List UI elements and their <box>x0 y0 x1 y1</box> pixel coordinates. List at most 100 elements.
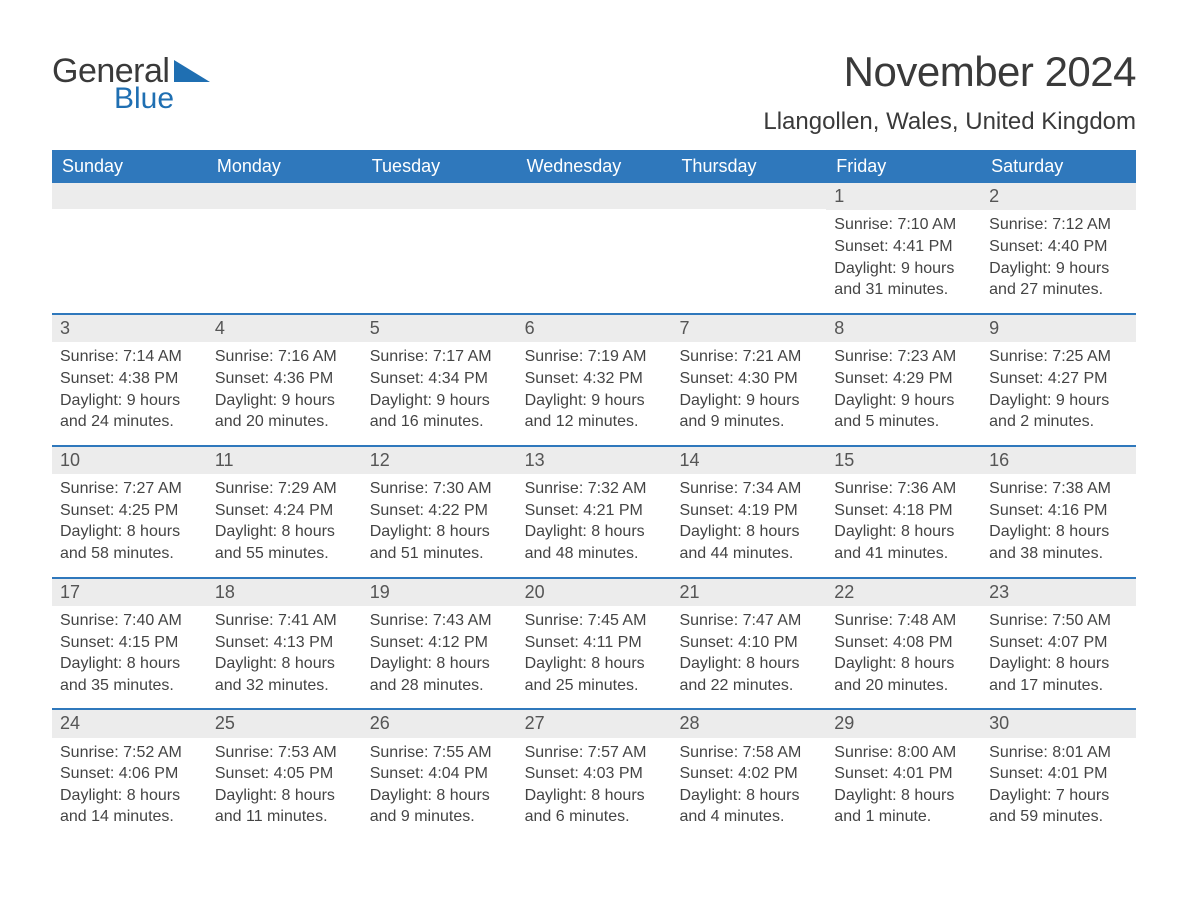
daylight-text-1: Daylight: 9 hours <box>679 390 818 412</box>
day-cell: 25Sunrise: 7:53 AMSunset: 4:05 PMDayligh… <box>207 710 362 840</box>
sunrise-text: Sunrise: 7:55 AM <box>370 742 509 764</box>
sunrise-text: Sunrise: 7:32 AM <box>525 478 664 500</box>
sunset-text: Sunset: 4:06 PM <box>60 763 199 785</box>
sunrise-text: Sunrise: 7:12 AM <box>989 214 1128 236</box>
day-number: 22 <box>826 579 981 606</box>
day-cell: 21Sunrise: 7:47 AMSunset: 4:10 PMDayligh… <box>671 579 826 709</box>
day-body: Sunrise: 7:14 AMSunset: 4:38 PMDaylight:… <box>52 342 207 444</box>
dayhead-sat: Saturday <box>981 150 1136 183</box>
day-number: 2 <box>981 183 1136 210</box>
day-cell: 17Sunrise: 7:40 AMSunset: 4:15 PMDayligh… <box>52 579 207 709</box>
sunrise-text: Sunrise: 7:34 AM <box>679 478 818 500</box>
logo: General Blue <box>52 54 210 114</box>
sunset-text: Sunset: 4:25 PM <box>60 500 199 522</box>
day-number: 18 <box>207 579 362 606</box>
sunset-text: Sunset: 4:41 PM <box>834 236 973 258</box>
day-body: Sunrise: 7:34 AMSunset: 4:19 PMDaylight:… <box>671 474 826 576</box>
daylight-text-1: Daylight: 9 hours <box>370 390 509 412</box>
daylight-text-1: Daylight: 8 hours <box>989 521 1128 543</box>
sunset-text: Sunset: 4:01 PM <box>834 763 973 785</box>
daylight-text-1: Daylight: 8 hours <box>834 785 973 807</box>
sunset-text: Sunset: 4:34 PM <box>370 368 509 390</box>
day-body: Sunrise: 7:36 AMSunset: 4:18 PMDaylight:… <box>826 474 981 576</box>
daylight-text-2: and 12 minutes. <box>525 411 664 433</box>
daylight-text-1: Daylight: 8 hours <box>370 653 509 675</box>
daylight-text-2: and 27 minutes. <box>989 279 1128 301</box>
daylight-text-1: Daylight: 8 hours <box>525 785 664 807</box>
sunset-text: Sunset: 4:40 PM <box>989 236 1128 258</box>
sunrise-text: Sunrise: 7:45 AM <box>525 610 664 632</box>
daylight-text-1: Daylight: 9 hours <box>525 390 664 412</box>
week-row: 1Sunrise: 7:10 AMSunset: 4:41 PMDaylight… <box>52 183 1136 313</box>
daylight-text-1: Daylight: 9 hours <box>989 258 1128 280</box>
sunrise-text: Sunrise: 7:16 AM <box>215 346 354 368</box>
day-cell <box>362 183 517 313</box>
sunrise-text: Sunrise: 7:30 AM <box>370 478 509 500</box>
daylight-text-2: and 38 minutes. <box>989 543 1128 565</box>
daylight-text-1: Daylight: 8 hours <box>679 521 818 543</box>
title-block: November 2024 Llangollen, Wales, United … <box>763 48 1136 136</box>
day-number: 1 <box>826 183 981 210</box>
empty-daynum <box>362 183 517 209</box>
daylight-text-2: and 58 minutes. <box>60 543 199 565</box>
daylight-text-1: Daylight: 9 hours <box>215 390 354 412</box>
daylight-text-2: and 2 minutes. <box>989 411 1128 433</box>
day-cell: 26Sunrise: 7:55 AMSunset: 4:04 PMDayligh… <box>362 710 517 840</box>
sunset-text: Sunset: 4:36 PM <box>215 368 354 390</box>
day-number: 16 <box>981 447 1136 474</box>
day-cell: 22Sunrise: 7:48 AMSunset: 4:08 PMDayligh… <box>826 579 981 709</box>
day-body: Sunrise: 7:12 AMSunset: 4:40 PMDaylight:… <box>981 210 1136 312</box>
sunrise-text: Sunrise: 7:27 AM <box>60 478 199 500</box>
daylight-text-2: and 11 minutes. <box>215 806 354 828</box>
sunrise-text: Sunrise: 7:14 AM <box>60 346 199 368</box>
daylight-text-2: and 20 minutes. <box>834 675 973 697</box>
sunset-text: Sunset: 4:08 PM <box>834 632 973 654</box>
day-body: Sunrise: 7:58 AMSunset: 4:02 PMDaylight:… <box>671 738 826 840</box>
sunrise-text: Sunrise: 7:48 AM <box>834 610 973 632</box>
daylight-text-1: Daylight: 8 hours <box>370 785 509 807</box>
daylight-text-1: Daylight: 8 hours <box>60 653 199 675</box>
daylight-text-2: and 22 minutes. <box>679 675 818 697</box>
day-number: 23 <box>981 579 1136 606</box>
day-cell: 4Sunrise: 7:16 AMSunset: 4:36 PMDaylight… <box>207 315 362 445</box>
day-body: Sunrise: 7:53 AMSunset: 4:05 PMDaylight:… <box>207 738 362 840</box>
logo-text: General Blue <box>52 54 174 114</box>
day-body: Sunrise: 7:48 AMSunset: 4:08 PMDaylight:… <box>826 606 981 708</box>
day-body: Sunrise: 7:19 AMSunset: 4:32 PMDaylight:… <box>517 342 672 444</box>
day-cell: 6Sunrise: 7:19 AMSunset: 4:32 PMDaylight… <box>517 315 672 445</box>
sunset-text: Sunset: 4:03 PM <box>525 763 664 785</box>
dayhead-tue: Tuesday <box>362 150 517 183</box>
day-number: 8 <box>826 315 981 342</box>
dayhead-thu: Thursday <box>671 150 826 183</box>
sunrise-text: Sunrise: 7:53 AM <box>215 742 354 764</box>
month-title: November 2024 <box>763 48 1136 96</box>
day-body: Sunrise: 7:23 AMSunset: 4:29 PMDaylight:… <box>826 342 981 444</box>
day-number: 17 <box>52 579 207 606</box>
day-cell: 19Sunrise: 7:43 AMSunset: 4:12 PMDayligh… <box>362 579 517 709</box>
daylight-text-2: and 9 minutes. <box>679 411 818 433</box>
sunrise-text: Sunrise: 7:17 AM <box>370 346 509 368</box>
day-cell <box>52 183 207 313</box>
daylight-text-1: Daylight: 8 hours <box>215 785 354 807</box>
daylight-text-1: Daylight: 8 hours <box>215 521 354 543</box>
day-body: Sunrise: 7:38 AMSunset: 4:16 PMDaylight:… <box>981 474 1136 576</box>
sunrise-text: Sunrise: 8:01 AM <box>989 742 1128 764</box>
daylight-text-2: and 6 minutes. <box>525 806 664 828</box>
day-cell: 2Sunrise: 7:12 AMSunset: 4:40 PMDaylight… <box>981 183 1136 313</box>
weeks-container: 1Sunrise: 7:10 AMSunset: 4:41 PMDaylight… <box>52 183 1136 840</box>
daylight-text-1: Daylight: 8 hours <box>370 521 509 543</box>
day-cell: 8Sunrise: 7:23 AMSunset: 4:29 PMDaylight… <box>826 315 981 445</box>
sunrise-text: Sunrise: 7:29 AM <box>215 478 354 500</box>
dayhead-mon: Monday <box>207 150 362 183</box>
sunrise-text: Sunrise: 7:25 AM <box>989 346 1128 368</box>
daylight-text-2: and 31 minutes. <box>834 279 973 301</box>
daylight-text-1: Daylight: 8 hours <box>215 653 354 675</box>
day-cell: 16Sunrise: 7:38 AMSunset: 4:16 PMDayligh… <box>981 447 1136 577</box>
empty-daynum <box>517 183 672 209</box>
sunset-text: Sunset: 4:16 PM <box>989 500 1128 522</box>
day-cell <box>671 183 826 313</box>
day-number: 15 <box>826 447 981 474</box>
sunset-text: Sunset: 4:12 PM <box>370 632 509 654</box>
sunset-text: Sunset: 4:24 PM <box>215 500 354 522</box>
day-body: Sunrise: 7:30 AMSunset: 4:22 PMDaylight:… <box>362 474 517 576</box>
